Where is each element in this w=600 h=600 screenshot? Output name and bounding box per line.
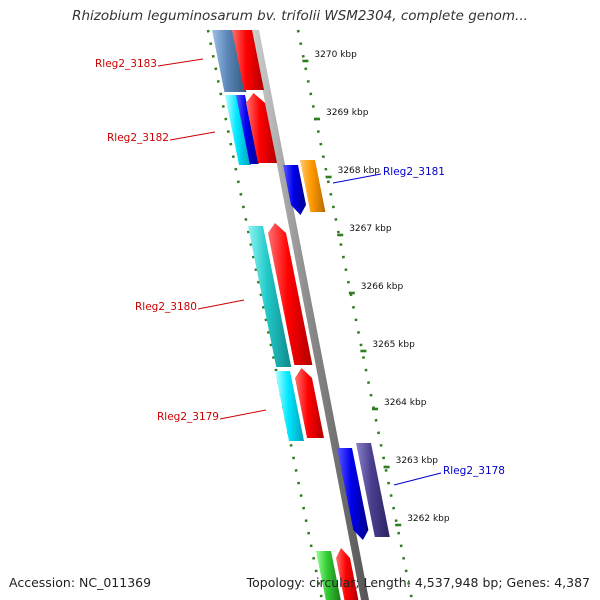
gene-feature-green-bottom bbox=[316, 551, 341, 600]
gene-leader-rleg2_3179 bbox=[219, 409, 267, 420]
gene-feature-orange-3181 bbox=[300, 160, 326, 212]
gene-labels: Rleg2_3183 Rleg2_3182 Rleg2_3181 Rleg2_3180… bbox=[95, 58, 505, 477]
gene-label-rleg2_3181[interactable]: Rleg2_3181 bbox=[383, 166, 445, 178]
gene-feature-cyan-3179 bbox=[275, 371, 304, 441]
tick-label: 3264 kbp bbox=[384, 398, 427, 408]
gene-feature-red-3179 bbox=[295, 368, 324, 438]
gene-label-leaders bbox=[157, 58, 442, 486]
gene-feature-red-top bbox=[232, 30, 264, 90]
gene-feature-cyan-3180 bbox=[248, 226, 292, 367]
gene-leader-rleg2_3183 bbox=[157, 58, 204, 67]
gene-leader-rleg2_3181 bbox=[332, 173, 382, 184]
tick-label: 3262 kbp bbox=[407, 514, 450, 524]
gene-label-rleg2_3183[interactable]: Rleg2_3183 bbox=[95, 58, 157, 70]
gene-feature-red-3180 bbox=[268, 223, 313, 365]
gene-features bbox=[212, 30, 390, 600]
tick-label: 3268 kbp bbox=[338, 166, 381, 176]
tick-label: 3266 kbp bbox=[361, 282, 404, 292]
tick-label: 3263 kbp bbox=[396, 456, 439, 466]
gene-feature-red-bottom bbox=[336, 548, 359, 600]
genome-summary-text: Topology: circular; Length: 4,537,948 bp… bbox=[246, 575, 590, 590]
gene-feature-blue-3178 bbox=[337, 448, 369, 540]
map-title: Rhizobium leguminosarum bv. trifolii WSM… bbox=[72, 8, 528, 24]
gene-feature-blue-3181 bbox=[283, 165, 306, 215]
tick-marks bbox=[302, 59, 402, 527]
gene-leader-rleg2_3178 bbox=[393, 472, 442, 486]
tick-label: 3269 kbp bbox=[326, 108, 369, 118]
gene-feature-navy-3178 bbox=[356, 443, 390, 537]
gene-leader-rleg2_3182 bbox=[169, 131, 216, 141]
gene-feature-steel bbox=[212, 30, 247, 92]
tick-labels: 3270 kbp 3269 kbp 3268 kbp 3267 kbp 3266 kbp… bbox=[314, 50, 449, 524]
gene-feature-red-3182 bbox=[246, 93, 277, 163]
gene-feature-blue-3182 bbox=[236, 95, 259, 164]
gene-label-rleg2_3179[interactable]: Rleg2_3179 bbox=[157, 411, 219, 423]
accession-text: Accession: NC_011369 bbox=[9, 575, 152, 590]
gene-feature-cyan-3182 bbox=[225, 95, 251, 165]
tick-label: 3270 kbp bbox=[314, 50, 357, 60]
tick-label: 3267 kbp bbox=[349, 224, 392, 234]
tick-label: 3265 kbp bbox=[372, 340, 415, 350]
gene-label-rleg2_3180[interactable]: Rleg2_3180 bbox=[135, 301, 197, 313]
gene-leader-rleg2_3180 bbox=[197, 299, 245, 310]
gene-label-rleg2_3182[interactable]: Rleg2_3182 bbox=[107, 132, 169, 144]
gene-label-rleg2_3178[interactable]: Rleg2_3178 bbox=[443, 465, 505, 477]
